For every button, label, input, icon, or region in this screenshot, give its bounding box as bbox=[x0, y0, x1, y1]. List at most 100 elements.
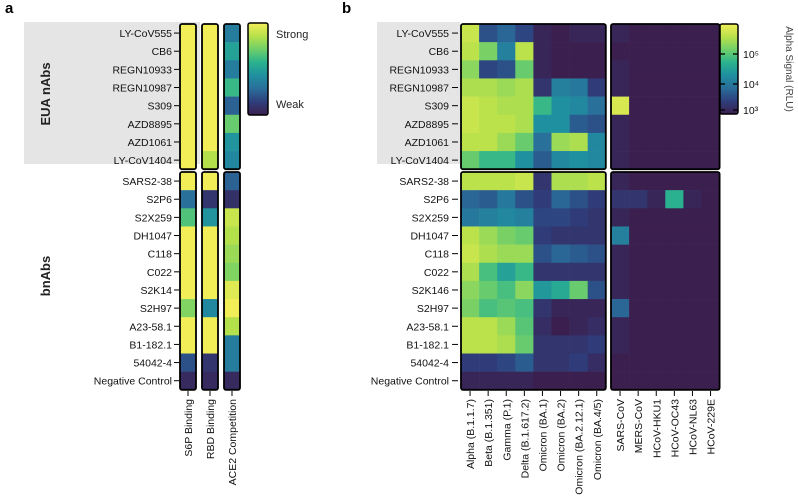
heatmap-cell-b bbox=[587, 96, 607, 116]
heatmap-cell-b bbox=[587, 262, 607, 282]
heatmap-cell-a bbox=[180, 151, 196, 170]
heatmap-cell-b bbox=[587, 151, 607, 170]
heatmap-cell-b bbox=[629, 371, 648, 391]
heatmap-cell-b bbox=[701, 132, 720, 152]
heatmap-cell-b bbox=[587, 190, 607, 209]
heatmap-cell-b bbox=[515, 132, 534, 152]
heatmap-cell-b bbox=[569, 299, 588, 318]
heatmap-cell-b bbox=[587, 132, 607, 152]
heatmap-cell-b bbox=[461, 151, 480, 170]
heatmap-cell-b bbox=[701, 226, 720, 245]
heatmap-cell-b bbox=[611, 60, 630, 79]
heatmap-cell-b bbox=[479, 60, 498, 79]
block-frame-b bbox=[460, 171, 607, 391]
heatmap-cell-b bbox=[569, 172, 588, 191]
heatmap-cell-b bbox=[647, 226, 666, 245]
heatmap-cell-b bbox=[569, 132, 588, 152]
heatmap-cell-b bbox=[587, 371, 607, 391]
heatmap-cell-a bbox=[224, 132, 240, 152]
heatmap-cell-b bbox=[461, 335, 480, 354]
row-label-b: AZD8895 bbox=[405, 119, 450, 131]
heatmap-cell-b bbox=[461, 132, 480, 152]
heatmap-cell-b bbox=[551, 60, 570, 79]
heatmap-cell-b bbox=[701, 151, 720, 170]
heatmap-cell-b bbox=[551, 280, 570, 300]
row-label-b: A23-58.1 bbox=[406, 321, 449, 333]
heatmap-cell-b bbox=[569, 244, 588, 264]
panel-label-a: a bbox=[5, 0, 14, 17]
heatmap-cell-b bbox=[569, 151, 588, 170]
row-label-b: S2X259 bbox=[412, 212, 450, 224]
row-label-b: Negative Control bbox=[371, 376, 449, 388]
heatmap-cell-a bbox=[180, 60, 196, 79]
heatmap-cell-b bbox=[515, 96, 534, 116]
heatmap-cell-a bbox=[180, 317, 196, 336]
heatmap-cell-b bbox=[515, 78, 534, 97]
heatmap-cell-b bbox=[629, 317, 648, 336]
heatmap-cell-b bbox=[515, 371, 534, 391]
row-label-a: S2X259 bbox=[135, 212, 173, 224]
heatmap-cell-b bbox=[587, 226, 607, 245]
heatmap-cell-b bbox=[611, 151, 630, 170]
heatmap-cell-b bbox=[533, 335, 552, 354]
row-label-a: REGN10987 bbox=[112, 83, 172, 95]
column-label-b: Beta (B.1.351) bbox=[483, 399, 495, 467]
heatmap-cell-b bbox=[479, 151, 498, 170]
heatmap-cell-b bbox=[701, 244, 720, 264]
colorbar-b bbox=[719, 23, 739, 115]
heatmap-cell-b bbox=[497, 335, 516, 354]
heatmap-cell-b bbox=[611, 24, 630, 43]
heatmap-cell-b bbox=[587, 317, 607, 336]
heatmap-cell-b bbox=[461, 42, 480, 61]
heatmap-cell-b bbox=[479, 317, 498, 336]
heatmap-cell-b bbox=[533, 190, 552, 209]
group-label-bnabs: bnAbs bbox=[38, 256, 53, 296]
row-label-b: B1-182.1 bbox=[406, 339, 449, 351]
row-label-a: Negative Control bbox=[94, 376, 172, 388]
heatmap-cell-b bbox=[647, 132, 666, 152]
column-frame-a bbox=[179, 23, 197, 171]
heatmap-cell-a bbox=[202, 60, 218, 79]
colorbar-b-title: Alpha Signal (RLU) bbox=[783, 26, 794, 112]
heatmap-cell-b bbox=[665, 60, 684, 79]
heatmap-cell-b bbox=[647, 280, 666, 300]
column-label-b: HCoV-HKU1 bbox=[651, 399, 663, 458]
heatmap-cell-a bbox=[202, 262, 218, 282]
heatmap-cell-b bbox=[497, 299, 516, 318]
heatmap-cell-b bbox=[611, 132, 630, 152]
heatmap-cell-b bbox=[683, 299, 702, 318]
heatmap-cell-a bbox=[202, 299, 218, 318]
heatmap-cell-b bbox=[533, 132, 552, 152]
heatmap-cell-a bbox=[224, 299, 240, 318]
heatmap-cell-a bbox=[180, 299, 196, 318]
heatmap-cell-b bbox=[515, 317, 534, 336]
heatmap-cell-b bbox=[479, 280, 498, 300]
heatmap-cell-a bbox=[180, 335, 196, 354]
heatmap-cell-b bbox=[461, 262, 480, 282]
heatmap-cell-b bbox=[533, 299, 552, 318]
heatmap-cell-a bbox=[224, 24, 240, 43]
heatmap-cell-a bbox=[224, 78, 240, 97]
row-label-a: B1-182.1 bbox=[129, 339, 172, 351]
heatmap-cell-b bbox=[497, 172, 516, 191]
heatmap-cell-a bbox=[180, 371, 196, 391]
column-label-a: S6P Binding bbox=[183, 399, 195, 457]
column-label-b: HCoV-NL63 bbox=[687, 399, 699, 455]
heatmap-cell-b bbox=[647, 317, 666, 336]
heatmap-cell-b bbox=[629, 24, 648, 43]
heatmap-cell-b bbox=[665, 78, 684, 97]
heatmap-cell-b bbox=[647, 172, 666, 191]
row-label-a: S2K14 bbox=[140, 285, 172, 297]
heatmap-cell-b bbox=[497, 151, 516, 170]
heatmap-cell-b bbox=[629, 226, 648, 245]
heatmap-panel-b: LY-CoV555 CB6 REGN10933 REGN10987 S309 AZD889… bbox=[371, 23, 721, 495]
heatmap-cell-b bbox=[629, 244, 648, 264]
heatmap-cell-b bbox=[587, 60, 607, 79]
heatmap-cell-b bbox=[587, 335, 607, 354]
heatmap-cell-b bbox=[497, 244, 516, 264]
heatmap-cell-b bbox=[533, 96, 552, 116]
heatmap-cell-b bbox=[497, 208, 516, 227]
heatmap-cell-a bbox=[202, 353, 218, 372]
heatmap-cell-b bbox=[533, 226, 552, 245]
heatmap-cell-a bbox=[224, 208, 240, 227]
